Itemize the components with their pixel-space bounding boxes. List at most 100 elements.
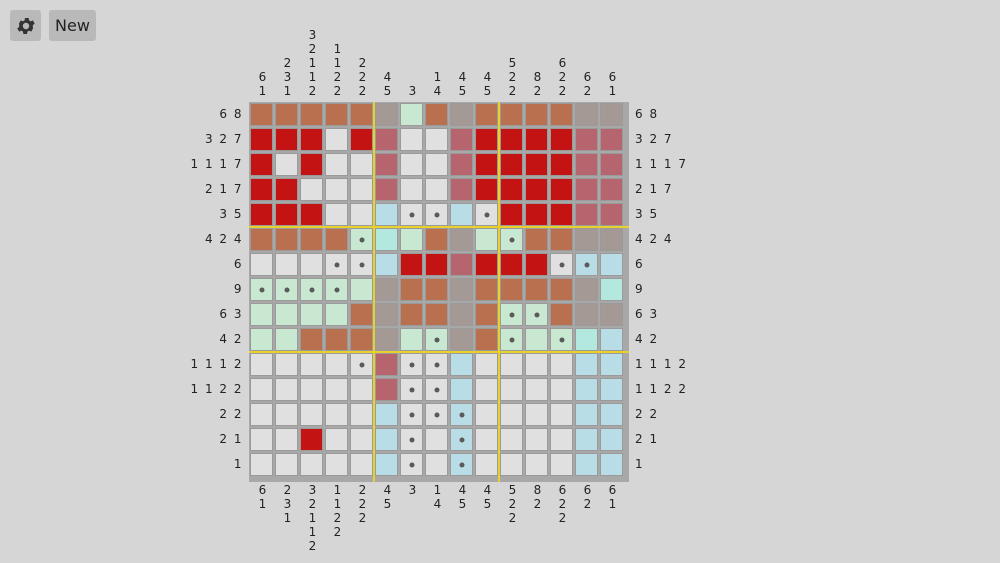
grid-cell[interactable]	[425, 128, 448, 151]
grid-cell[interactable]	[400, 203, 423, 226]
grid-cell[interactable]	[575, 103, 598, 126]
grid-cell[interactable]	[350, 103, 373, 126]
grid-cell[interactable]	[575, 328, 598, 351]
grid-cell[interactable]	[425, 253, 448, 276]
grid-cell[interactable]	[300, 353, 323, 376]
grid-cell[interactable]	[250, 303, 273, 326]
grid-cell[interactable]	[350, 303, 373, 326]
grid-cell[interactable]	[275, 128, 298, 151]
grid-cell[interactable]	[575, 253, 598, 276]
grid-cell[interactable]	[475, 153, 498, 176]
grid-cell[interactable]	[350, 178, 373, 201]
grid-cell[interactable]	[300, 228, 323, 251]
grid-cell[interactable]	[550, 353, 573, 376]
grid-cell[interactable]	[550, 103, 573, 126]
grid-cell[interactable]	[500, 253, 523, 276]
grid-cell[interactable]	[375, 428, 398, 451]
grid-cell[interactable]	[250, 228, 273, 251]
grid-cell[interactable]	[375, 128, 398, 151]
grid-cell[interactable]	[600, 178, 623, 201]
grid-cell[interactable]	[400, 453, 423, 476]
grid-cell[interactable]	[500, 278, 523, 301]
grid-cell[interactable]	[400, 328, 423, 351]
grid-cell[interactable]	[525, 103, 548, 126]
grid-cell[interactable]	[250, 453, 273, 476]
grid-cell[interactable]	[550, 228, 573, 251]
grid-cell[interactable]	[525, 428, 548, 451]
grid-cell[interactable]	[450, 328, 473, 351]
grid-cell[interactable]	[575, 353, 598, 376]
grid-cell[interactable]	[250, 403, 273, 426]
grid-cell[interactable]	[300, 278, 323, 301]
grid-cell[interactable]	[425, 203, 448, 226]
grid-cell[interactable]	[350, 278, 373, 301]
grid-cell[interactable]	[500, 228, 523, 251]
grid-cell[interactable]	[600, 103, 623, 126]
grid-cell[interactable]	[425, 353, 448, 376]
grid-cell[interactable]	[600, 253, 623, 276]
grid-cell[interactable]	[600, 128, 623, 151]
grid-cell[interactable]	[550, 303, 573, 326]
grid-cell[interactable]	[450, 403, 473, 426]
grid-cell[interactable]	[475, 378, 498, 401]
grid-cell[interactable]	[450, 253, 473, 276]
grid-cell[interactable]	[350, 353, 373, 376]
grid-cell[interactable]	[350, 203, 373, 226]
settings-button[interactable]	[10, 10, 41, 41]
grid-cell[interactable]	[275, 278, 298, 301]
grid-cell[interactable]	[525, 378, 548, 401]
grid-cell[interactable]	[250, 328, 273, 351]
grid-cell[interactable]	[475, 403, 498, 426]
grid-cell[interactable]	[350, 403, 373, 426]
grid-cell[interactable]	[550, 403, 573, 426]
grid-cell[interactable]	[425, 453, 448, 476]
grid-cell[interactable]	[550, 203, 573, 226]
grid-cell[interactable]	[450, 353, 473, 376]
grid-cell[interactable]	[325, 228, 348, 251]
grid-cell[interactable]	[275, 303, 298, 326]
grid-cell[interactable]	[300, 303, 323, 326]
grid-cell[interactable]	[375, 328, 398, 351]
grid-cell[interactable]	[550, 253, 573, 276]
grid-cell[interactable]	[475, 228, 498, 251]
grid-cell[interactable]	[500, 128, 523, 151]
grid-cell[interactable]	[275, 378, 298, 401]
grid-cell[interactable]	[300, 328, 323, 351]
grid-cell[interactable]	[500, 353, 523, 376]
grid-cell[interactable]	[375, 203, 398, 226]
grid-cell[interactable]	[575, 403, 598, 426]
grid-cell[interactable]	[500, 103, 523, 126]
grid-cell[interactable]	[300, 178, 323, 201]
grid-cell[interactable]	[350, 428, 373, 451]
grid-cell[interactable]	[425, 278, 448, 301]
grid-cell[interactable]	[600, 453, 623, 476]
grid-cell[interactable]	[500, 328, 523, 351]
grid-cell[interactable]	[475, 303, 498, 326]
grid-cell[interactable]	[400, 178, 423, 201]
grid-cell[interactable]	[325, 453, 348, 476]
grid-cell[interactable]	[475, 278, 498, 301]
grid-cell[interactable]	[575, 378, 598, 401]
grid-cell[interactable]	[300, 253, 323, 276]
grid-cell[interactable]	[425, 153, 448, 176]
grid-cell[interactable]	[275, 353, 298, 376]
grid-cell[interactable]	[475, 428, 498, 451]
grid-cell[interactable]	[425, 378, 448, 401]
grid-cell[interactable]	[400, 428, 423, 451]
grid-cell[interactable]	[275, 153, 298, 176]
grid-cell[interactable]	[500, 153, 523, 176]
grid-cell[interactable]	[475, 103, 498, 126]
grid-cell[interactable]	[325, 103, 348, 126]
grid-cell[interactable]	[550, 178, 573, 201]
grid-cell[interactable]	[450, 203, 473, 226]
grid-cell[interactable]	[350, 328, 373, 351]
grid-cell[interactable]	[475, 253, 498, 276]
grid-cell[interactable]	[325, 153, 348, 176]
grid-cell[interactable]	[325, 128, 348, 151]
grid-cell[interactable]	[600, 278, 623, 301]
grid-cell[interactable]	[375, 353, 398, 376]
grid-cell[interactable]	[450, 428, 473, 451]
grid-cell[interactable]	[575, 178, 598, 201]
grid-cell[interactable]	[375, 153, 398, 176]
grid-cell[interactable]	[450, 303, 473, 326]
